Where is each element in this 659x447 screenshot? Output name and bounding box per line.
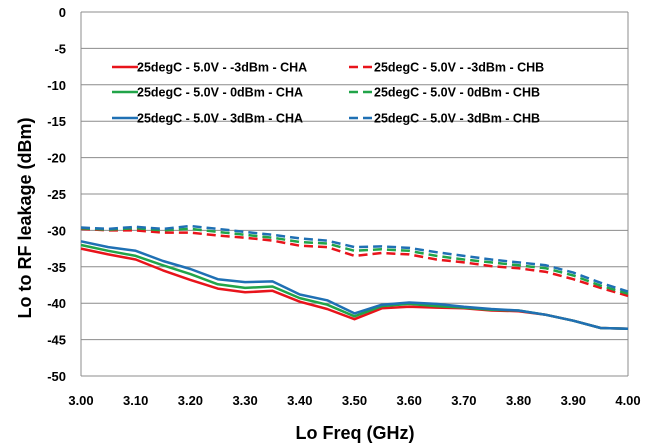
y-tick-label: -15: [47, 114, 66, 129]
y-tick-label: 0: [59, 5, 66, 20]
y-tick-label: -10: [47, 78, 66, 93]
legend-label: 25degC - 5.0V - 0dBm - CHA: [137, 86, 303, 100]
x-tick-label: 3.00: [68, 393, 93, 408]
series-line: [80, 240, 629, 330]
series-line: [80, 226, 629, 295]
x-tick-labels: 3.00 3.10 3.20 3.30 3.40 3.50 3.60 3.70 3.80 3.90…: [68, 393, 640, 408]
x-tick-label: 3.90: [561, 393, 586, 408]
x-tick-label: 3.20: [178, 393, 203, 408]
legend-label: 25degC - 5.0V - 3dBm - CHA: [137, 112, 303, 126]
legend-label: 25degC - 5.0V - -3dBm - CHA: [137, 61, 307, 75]
x-tick-label: 3.30: [232, 393, 257, 408]
legend-label: 25degC - 5.0V - 3dBm - CHB: [374, 112, 540, 126]
y-tick-label: -40: [47, 296, 66, 311]
y-tick-label: -30: [47, 223, 66, 238]
y-tick-label: -20: [47, 151, 66, 166]
legend-label: 25degC - 5.0V - 0dBm - CHB: [374, 86, 540, 100]
y-tick-label: -50: [47, 369, 66, 384]
x-tick-label: 3.60: [397, 393, 422, 408]
grid-lines: [80, 11, 629, 377]
series-lines: [80, 224, 629, 330]
y-tick-label: -35: [47, 260, 66, 275]
x-tick-label: 3.80: [506, 393, 531, 408]
y-axis-title: Lo to RF leakage (dBm): [15, 117, 35, 318]
x-tick-label: 3.40: [287, 393, 312, 408]
x-tick-label: 3.10: [123, 393, 148, 408]
legend-label: 25degC - 5.0V - -3dBm - CHB: [374, 61, 544, 75]
x-tick-label: 4.00: [615, 393, 640, 408]
x-axis-title: Lo Freq (GHz): [296, 423, 415, 443]
legend: 25degC - 5.0V - -3dBm - CHA 25degC - 5.0V…: [112, 61, 544, 126]
x-tick-label: 3.50: [342, 393, 367, 408]
y-tick-label: -25: [47, 187, 66, 202]
series-line: [80, 227, 629, 298]
x-tick-label: 3.70: [451, 393, 476, 408]
series-line: [80, 224, 629, 293]
series-line: [80, 243, 629, 330]
y-tick-label: -5: [54, 41, 66, 56]
y-tick-label: -45: [47, 333, 66, 348]
y-tick-labels: 0 -5 -10 -15 -20 -25 -30 -35 -40 -45 -50: [47, 5, 66, 384]
